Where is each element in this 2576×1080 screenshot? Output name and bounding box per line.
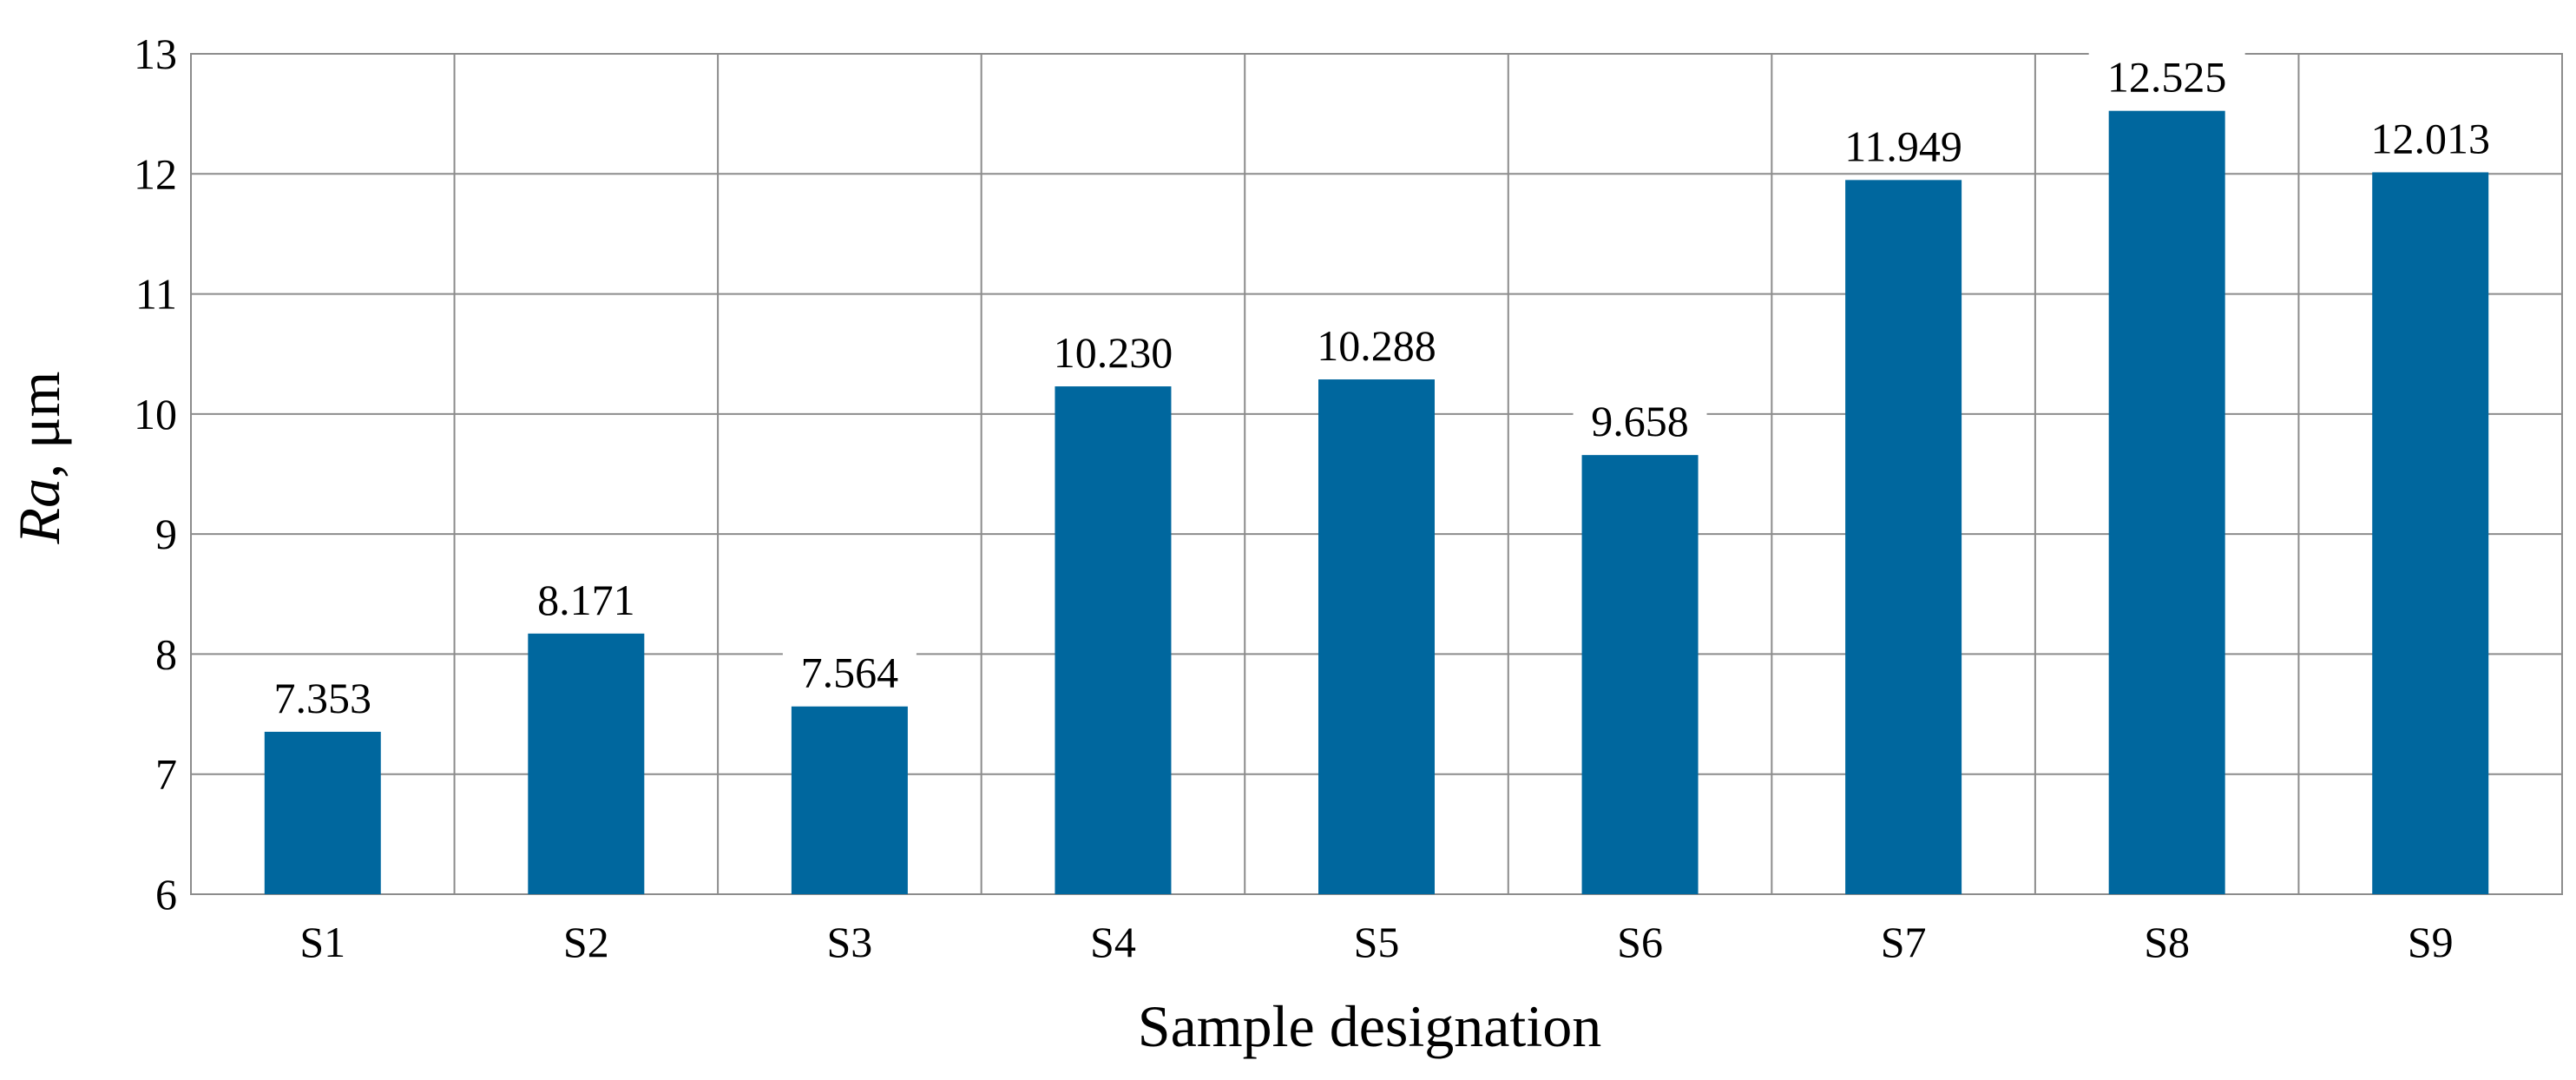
- value-label-s8: 12.525: [2107, 53, 2227, 102]
- y-tick-label: 10: [134, 390, 177, 438]
- bar-s1: [264, 731, 381, 894]
- x-tick-label: S1: [299, 918, 345, 966]
- y-axis-title: Ra, μm: [6, 372, 72, 545]
- bar-s6: [1581, 455, 1699, 894]
- value-label-bg: [1035, 327, 1192, 379]
- bar-s8: [2108, 110, 2225, 894]
- bar-s3: [791, 706, 908, 894]
- y-tick-label: 13: [134, 30, 177, 78]
- value-label-bg: [1298, 320, 1455, 372]
- value-label-s5: 10.288: [1317, 321, 1436, 370]
- y-tick-label: 8: [155, 629, 177, 678]
- bars: [264, 110, 2489, 895]
- value-label-bg: [519, 574, 654, 625]
- x-axis-ticks: S1 S2 S3 S4 S5 S6 S7 S8 S9: [299, 918, 2453, 966]
- x-tick-label: S4: [1090, 918, 1136, 966]
- value-label-s7: 11.949: [1844, 122, 1962, 170]
- value-label-bg: [1825, 121, 1982, 172]
- y-axis-title-italic: Ra: [6, 478, 72, 545]
- x-tick-label: S9: [2408, 918, 2454, 966]
- x-axis-title: Sample designation: [1138, 993, 1601, 1059]
- bar-s7: [1845, 180, 1962, 895]
- value-label-s1: 7.353: [274, 674, 372, 722]
- value-label-bg: [2352, 113, 2509, 164]
- bar-s5: [1318, 379, 1435, 894]
- value-label-s2: 8.171: [537, 576, 635, 624]
- value-label-s4: 10.230: [1054, 328, 1173, 377]
- value-label-bg: [782, 647, 917, 698]
- x-tick-label: S3: [826, 918, 872, 966]
- x-tick-label: S6: [1617, 918, 1663, 966]
- y-tick-label: 6: [155, 870, 177, 919]
- bar-s9: [2372, 172, 2489, 894]
- y-axis-title-unit: , μm: [6, 372, 72, 478]
- y-tick-label: 12: [134, 149, 177, 198]
- x-tick-label: S7: [1881, 918, 1927, 966]
- value-label-bg: [1573, 396, 1707, 447]
- value-label-s3: 7.564: [801, 649, 899, 697]
- y-tick-label: 11: [135, 270, 177, 319]
- bar-s4: [1055, 386, 1172, 895]
- y-tick-label: 7: [155, 750, 177, 799]
- x-tick-label: S2: [563, 918, 609, 966]
- value-label-s9: 12.013: [2370, 114, 2490, 162]
- bar-s2: [528, 633, 645, 894]
- value-label-s6: 9.658: [1591, 397, 1689, 445]
- value-labels: 7.353 8.171 7.564 10.230 10.288 9.658 11.949 12…: [255, 51, 2509, 723]
- y-tick-label: 9: [155, 510, 177, 558]
- value-label-bg: [2088, 51, 2245, 102]
- y-axis-ticks: 6 7 8 9 10 11 12 13: [134, 30, 177, 919]
- x-tick-label: S8: [2144, 918, 2190, 966]
- x-tick-label: S5: [1354, 918, 1400, 966]
- value-label-bg: [255, 672, 390, 723]
